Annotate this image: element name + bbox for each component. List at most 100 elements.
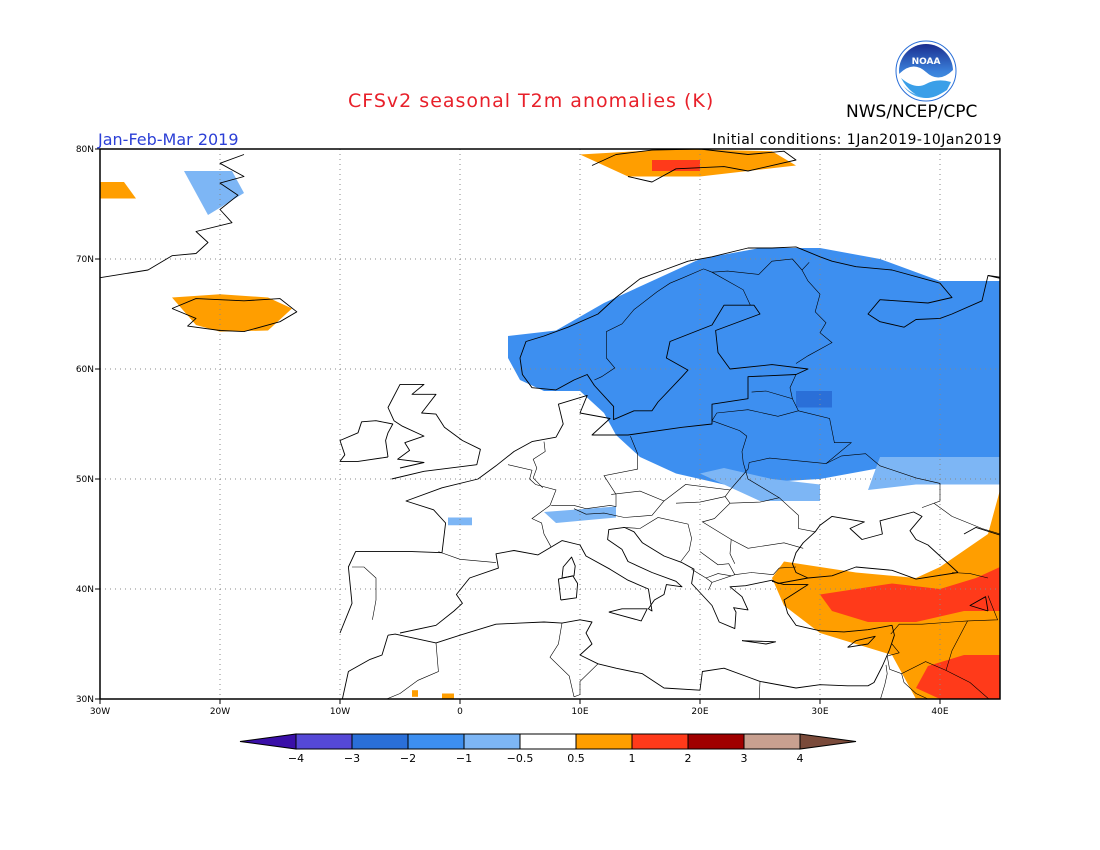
coastline-3 — [387, 619, 761, 691]
colorbar-swatch — [575, 733, 633, 750]
border-22 — [951, 572, 989, 579]
border-16 — [711, 258, 803, 275]
colorbar-swatch — [351, 733, 409, 750]
coastline-14 — [608, 608, 648, 622]
lat-tick-label: 50N — [76, 475, 94, 485]
border-25 — [880, 664, 888, 699]
map-frame — [99, 148, 1001, 700]
coastline-10 — [100, 154, 245, 279]
colorbar-label: −1 — [456, 752, 472, 765]
border-3 — [532, 441, 546, 489]
lon-tick-label: 40E — [931, 707, 948, 717]
border-17 — [691, 568, 713, 591]
border-21 — [933, 502, 1000, 535]
border-8 — [701, 496, 804, 549]
coastline-7 — [387, 383, 481, 480]
border-12 — [798, 410, 853, 464]
anomaly-region-6 — [796, 391, 832, 408]
logo-text: NOAA — [912, 57, 941, 67]
initial-conditions: Initial conditions: 1Jan2019-10Jan2019 — [712, 132, 1002, 148]
coastline-17 — [969, 596, 989, 612]
coastline-2 — [759, 580, 895, 689]
border-30 — [549, 623, 575, 697]
anomaly-region-14 — [412, 690, 418, 697]
lat-tick-label: 80N — [76, 145, 94, 155]
border-13 — [789, 374, 797, 399]
border-28 — [758, 681, 761, 699]
colorbar-swatch — [519, 733, 577, 750]
border-1 — [438, 551, 497, 563]
lon-tick-label: 30E — [811, 707, 828, 717]
border-20 — [729, 539, 736, 564]
coastline-9 — [171, 298, 298, 333]
lon-tick-label: 30W — [90, 707, 110, 717]
border-5 — [573, 490, 665, 518]
colorbar-label: 1 — [629, 752, 636, 765]
agency-label: NWS/NCEP/CPC — [846, 102, 978, 122]
noaa-logo: NOAA — [895, 40, 957, 102]
coastline-11 — [591, 149, 797, 183]
colorbar-label: −0.5 — [507, 752, 534, 765]
coastline-16 — [847, 635, 876, 648]
coastline-8 — [339, 420, 394, 462]
border-29 — [385, 642, 439, 699]
anomaly-region-13 — [652, 160, 700, 171]
anomaly-region-2 — [700, 468, 820, 501]
coastline-0 — [339, 246, 1000, 634]
colorbar-swatch — [631, 733, 689, 750]
border-10 — [711, 390, 799, 498]
forecast-period: Jan-Feb-Mar 2019 — [98, 130, 239, 149]
anomaly-region-1 — [868, 457, 1000, 490]
border-4 — [551, 435, 638, 510]
colorbar-arrow-low — [239, 733, 297, 750]
graticule — [100, 149, 1000, 699]
border-14 — [795, 262, 833, 364]
border-6 — [623, 517, 692, 562]
border-19 — [699, 551, 736, 575]
colorbar-label: −3 — [344, 752, 360, 765]
anomaly-region-7 — [100, 182, 136, 199]
anomaly-region-12 — [916, 655, 1000, 699]
colorbar-swatch — [687, 733, 745, 750]
colorbar-swatch — [295, 733, 353, 750]
coastline-13 — [557, 575, 579, 601]
lat-tick-label: 60N — [76, 365, 94, 375]
anomaly-region-15 — [442, 693, 454, 699]
border-27 — [945, 670, 990, 699]
coastline-12 — [561, 556, 576, 579]
map-axes: 30W 20W 10W 0 10E 20E 30E 40E 30N 40N 50N 60N 70N 80N — [76, 145, 949, 717]
colorbar-arrow-high — [799, 733, 857, 750]
chart-title: CFSv2 seasonal T2m anomalies (K) — [348, 90, 715, 112]
border-23 — [890, 595, 999, 635]
lon-tick-label: 10E — [571, 707, 588, 717]
colorbar-swatch — [463, 733, 521, 750]
coastline-1 — [399, 526, 959, 634]
colorbar-label: 4 — [797, 752, 804, 765]
border-7 — [663, 484, 731, 504]
anomaly-region-5 — [448, 517, 472, 526]
anomaly-fills — [100, 149, 1000, 699]
anomaly-region-3 — [184, 171, 244, 215]
coastline-4 — [341, 635, 389, 699]
anomaly-region-11 — [820, 567, 1000, 622]
border-32 — [705, 573, 732, 579]
coastline-6 — [963, 526, 1000, 536]
lat-tick-label: 30N — [76, 695, 94, 705]
lon-tick-label: 10W — [330, 707, 350, 717]
coastlines — [100, 149, 1000, 699]
colorbar-label: 3 — [741, 752, 748, 765]
lat-tick-label: 40N — [76, 585, 94, 595]
border-11 — [729, 453, 941, 508]
country-borders — [352, 258, 1000, 699]
colorbar-label: 0.5 — [567, 752, 585, 765]
colorbar-swatch — [743, 733, 801, 750]
colorbar-label: −4 — [288, 752, 304, 765]
border-26 — [901, 673, 929, 699]
colorbar-swatch — [407, 733, 465, 750]
colorbar-label: 2 — [685, 752, 692, 765]
border-9 — [729, 497, 816, 533]
lat-tick-label: 70N — [76, 255, 94, 265]
lon-tick-label: 20W — [210, 707, 230, 717]
border-15 — [594, 268, 751, 381]
